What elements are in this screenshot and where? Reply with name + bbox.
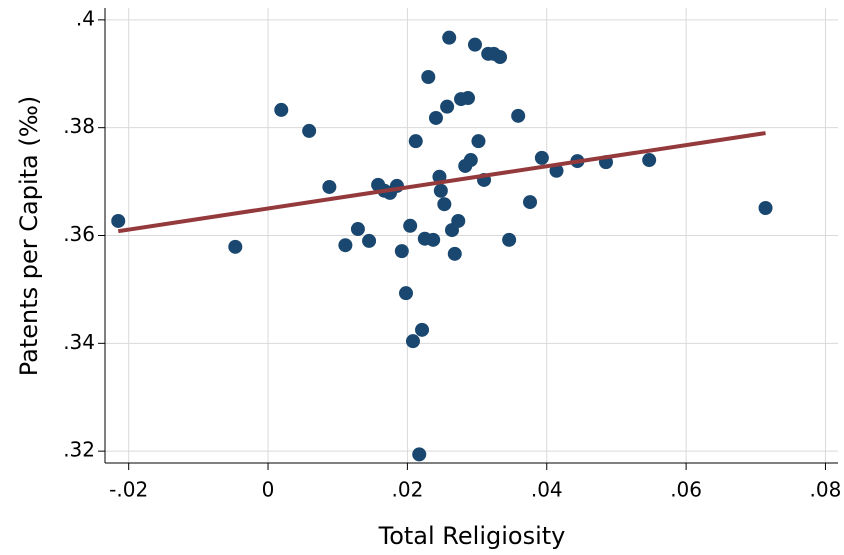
point [111, 213, 126, 228]
point [440, 99, 455, 114]
point [467, 37, 482, 52]
point [471, 134, 486, 149]
point [421, 70, 436, 85]
point [442, 30, 457, 45]
point [758, 201, 773, 216]
point [461, 91, 476, 106]
x-tick-label: -.02 [109, 478, 148, 502]
point [437, 197, 452, 212]
point [502, 232, 517, 247]
point [493, 50, 508, 65]
point [523, 195, 538, 210]
point [405, 334, 420, 349]
x-tick-label: .08 [810, 478, 842, 502]
point [408, 134, 423, 149]
point [399, 286, 414, 301]
point [394, 244, 409, 259]
point [228, 239, 243, 254]
point [463, 153, 478, 168]
point [403, 218, 418, 233]
point [412, 447, 427, 462]
fit-line [117, 131, 766, 234]
marks [111, 30, 773, 462]
y-tick-label: .34 [63, 330, 95, 354]
y-axis-title: Patents per Capita (‰) [15, 96, 43, 377]
point [451, 213, 466, 228]
y-tick-label: .38 [63, 114, 95, 138]
x-axis-title: Total Religiosity [378, 522, 566, 550]
point [511, 108, 526, 123]
point [322, 179, 337, 194]
point [642, 153, 657, 168]
x-tick-label: .02 [391, 478, 423, 502]
point [350, 222, 365, 237]
y-tick-label: .32 [63, 438, 95, 462]
y-tick-label: .4 [76, 6, 95, 30]
y-tick-label: .36 [63, 222, 95, 246]
point [426, 232, 441, 247]
point [428, 110, 443, 125]
point [447, 246, 462, 261]
x-tick-label: 0 [262, 478, 275, 502]
axes: -.02 0 .02 .04 .06 .08 .32 .34 .36 .38 .4 [63, 6, 841, 501]
x-tick-label: .06 [670, 478, 702, 502]
point [338, 238, 353, 253]
point [415, 322, 430, 337]
point [362, 233, 377, 248]
point [274, 102, 289, 117]
grid [105, 8, 838, 463]
point [433, 183, 448, 198]
point [302, 123, 317, 138]
point [534, 150, 549, 165]
x-tick-label: .04 [531, 478, 563, 502]
